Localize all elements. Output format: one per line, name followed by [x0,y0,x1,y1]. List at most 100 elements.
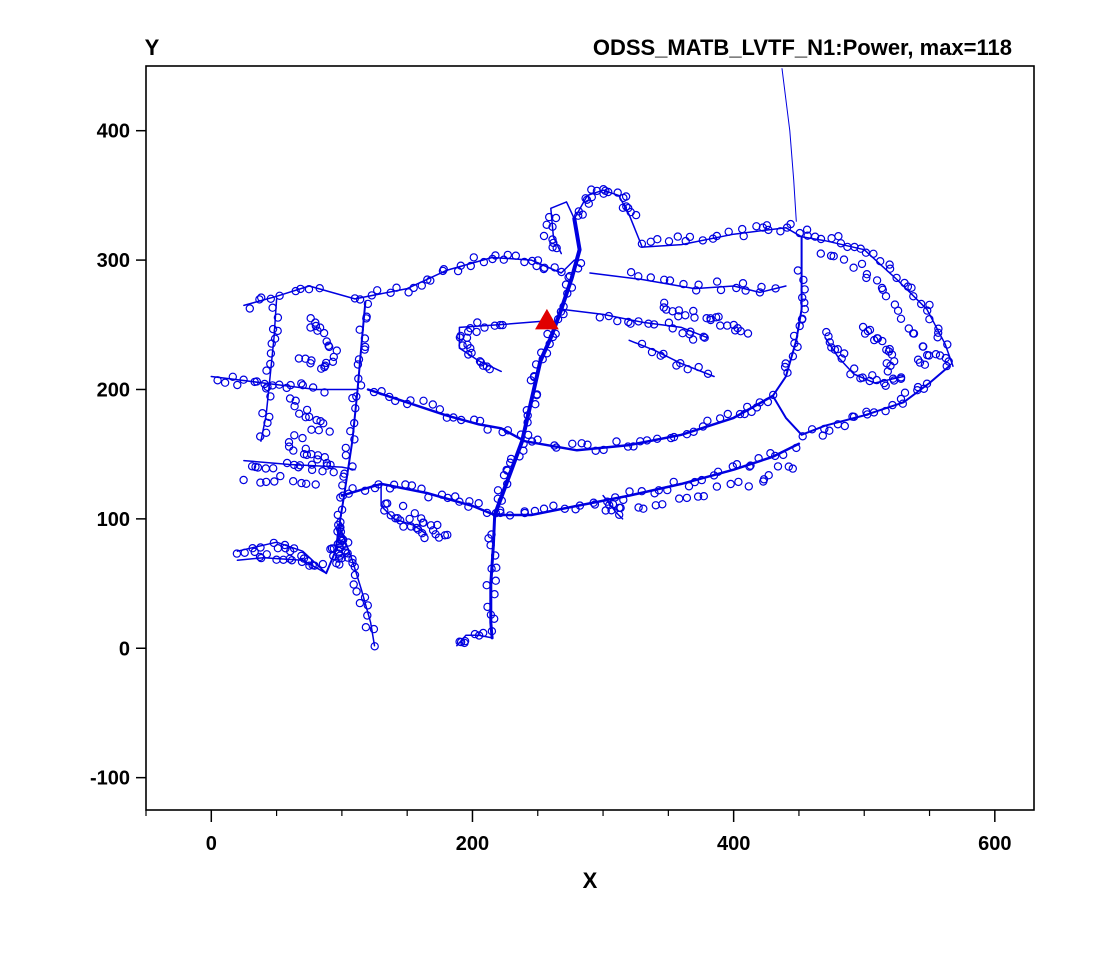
bus-marker [876,257,885,266]
bus-marker [286,380,295,390]
bus-marker [882,345,891,354]
bus-marker [424,493,433,502]
bus-marker [338,491,347,500]
bus-marker [693,492,703,501]
bus-marker [779,450,788,460]
bus-marker [478,361,488,370]
bus-marker [589,498,598,507]
cluster-center-lower [637,339,713,378]
bus-marker [503,466,512,475]
bus-marker [469,253,478,262]
bus-marker [849,263,858,272]
bus-marker [420,533,429,543]
bus-marker [681,311,690,320]
bus-marker [496,506,505,515]
bus-marker [305,412,314,422]
bus-marker [548,222,557,231]
x-tick-label: 200 [456,833,489,855]
bus-marker [255,552,265,562]
bus-marker [925,315,934,324]
bus-marker [540,263,549,272]
cluster-north-spur [539,212,561,253]
bus-marker [511,251,521,260]
bus-marker [903,282,913,291]
bus-marker [624,317,633,327]
cluster-lower-arc [344,443,801,520]
bus-marker [220,378,230,387]
bus-marker [363,611,372,620]
bus-marker [307,465,317,475]
bus-marker [270,477,279,486]
plot-area [145,65,1035,811]
bus-marker [644,319,653,328]
bus-marker [621,192,631,201]
bus-marker [350,418,359,428]
bus-marker [455,497,464,506]
bus-marker [542,220,551,229]
bus-marker [934,328,943,337]
bus-marker [681,236,690,246]
bus-marker [407,481,417,490]
bus-marker [545,212,554,222]
bus-marker [284,438,294,447]
bus-marker [642,436,652,445]
bus-marker [732,283,741,293]
bus-marker [503,479,512,489]
bus-marker [273,313,283,322]
bus-marker [551,329,560,338]
bus-marker [466,261,475,271]
bus-marker [885,264,895,273]
bus-marker [660,275,669,284]
bus-marker [850,364,859,373]
cluster-east-inner [822,327,906,390]
bus-marker [759,475,769,484]
cluster-center-ne [626,268,780,297]
bus-marker [699,332,708,341]
bus-marker [590,500,600,509]
bus-marker [892,273,901,283]
bus-marker [350,562,359,572]
bus-marker [885,344,894,354]
bus-marker [398,501,408,511]
bus-marker [520,508,530,518]
bus-marker [713,467,723,476]
source-marker [535,308,559,330]
bus-marker [325,342,334,352]
bus-marker [780,362,790,372]
bus-marker [561,280,571,289]
bus-marker [698,422,708,431]
bus-marker [520,257,529,267]
bus-marker [350,435,359,444]
bus-marker [498,320,507,330]
bus-marker [613,188,622,197]
bus-marker [637,339,647,349]
bus-marker [479,257,489,267]
bus-marker [377,387,386,396]
bus-marker [550,441,559,450]
bus-marker [290,431,299,440]
bus-marker [256,543,265,552]
bus-marker [758,223,768,232]
bus-marker [312,415,321,425]
bus-marker [289,446,298,455]
bus-marker [647,347,657,357]
bus-marker [820,424,829,434]
bus-marker [739,231,748,241]
bus-marker [679,279,688,289]
bus-marker [668,307,677,316]
bus-marker [304,285,314,294]
bus-marker [266,392,275,401]
bus-marker [639,504,648,513]
bus-marker [625,487,634,496]
bus-marker [703,416,712,425]
bus-marker [298,433,307,443]
cluster-west-grid [284,394,334,468]
bus-marker [715,414,725,423]
feeder-east-spur [771,365,951,436]
bus-marker [515,452,524,461]
bus-marker [552,243,561,253]
bus-marker [575,501,585,510]
bus-marker [591,446,600,455]
bus-marker [253,463,263,472]
